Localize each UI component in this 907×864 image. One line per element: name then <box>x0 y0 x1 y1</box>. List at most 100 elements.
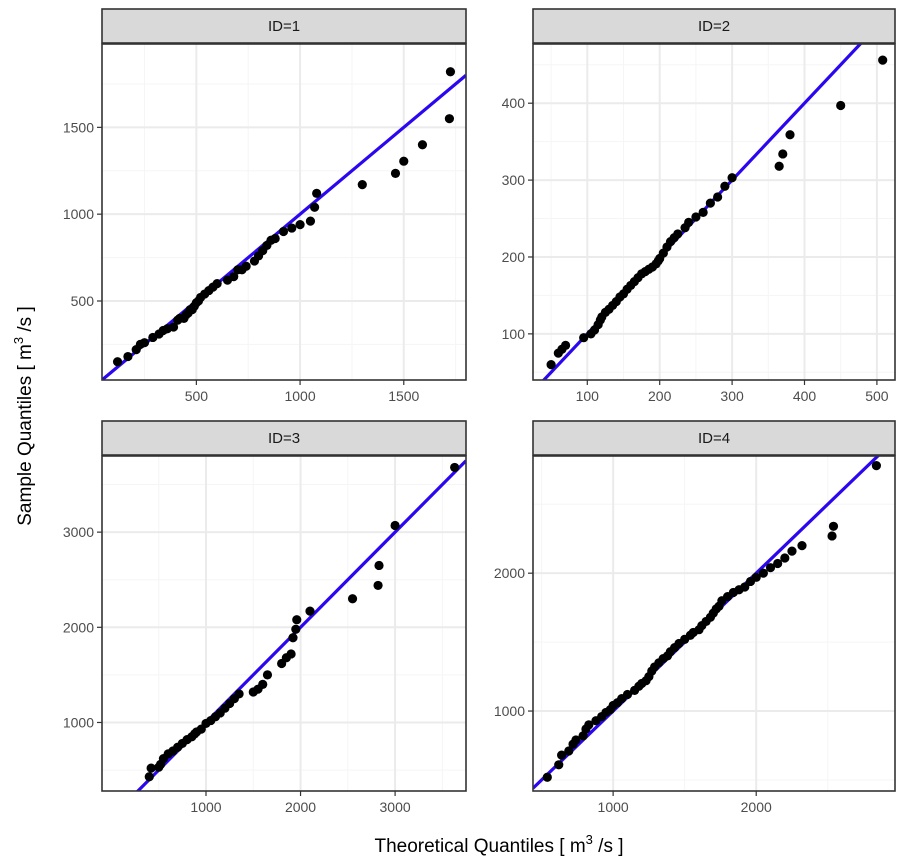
data-point <box>774 161 784 171</box>
plot-area <box>135 459 466 791</box>
x-tick-label: 1500 <box>388 388 419 404</box>
data-point <box>622 689 633 700</box>
y-tick-label: 300 <box>502 172 526 188</box>
data-point <box>305 606 315 616</box>
data-point <box>878 55 888 65</box>
facet-strip-label: ID=2 <box>698 18 730 35</box>
data-point <box>445 67 456 77</box>
y-tick-label: 2000 <box>63 619 94 635</box>
facet-strip-label: ID=4 <box>698 430 730 447</box>
data-point <box>780 553 790 563</box>
data-point <box>399 156 409 166</box>
data-point <box>262 670 273 680</box>
data-point <box>765 563 776 573</box>
data-point <box>579 333 589 343</box>
x-axis-title-superscript: 3 <box>586 832 593 847</box>
data-point <box>168 322 179 332</box>
plot-area <box>102 67 466 380</box>
facet-strip <box>101 420 467 456</box>
data-point <box>292 615 302 625</box>
y-tick-label: 500 <box>71 293 95 309</box>
data-point <box>684 217 694 227</box>
data-point <box>241 261 251 271</box>
data-point <box>787 546 797 556</box>
data-point <box>390 168 401 178</box>
data-point <box>288 633 298 643</box>
panel-border <box>101 43 467 381</box>
data-point <box>312 188 322 198</box>
y-tick-label: 1500 <box>63 119 94 135</box>
facet-strip-label: ID=1 <box>268 18 300 35</box>
facet-panel-1: ID=1 500 1000 1500 500 1000 1500 <box>63 8 467 404</box>
data-point <box>123 351 133 362</box>
x-tick-label: 1000 <box>190 799 221 815</box>
data-point <box>691 212 701 222</box>
x-tick-label: 1000 <box>284 388 315 404</box>
plot-area <box>541 44 888 380</box>
facet-panel-2: ID=2 100 200 300 400 500 100 200 300 400 <box>502 8 896 404</box>
y-tick-label: 200 <box>502 249 526 265</box>
data-point <box>374 560 384 571</box>
data-point <box>740 582 750 592</box>
data-point <box>234 689 244 699</box>
y-tick-label: 100 <box>502 326 526 342</box>
facet-panel-3: ID=3 1000 2000 3000 1000 2000 3000 <box>63 420 467 815</box>
facet-strip <box>532 8 896 44</box>
data-point <box>554 760 564 770</box>
data-point <box>546 360 556 370</box>
panel-background <box>533 456 895 791</box>
x-tick-label: 3000 <box>380 799 411 815</box>
panel-background <box>102 44 466 380</box>
data-point <box>778 149 788 159</box>
facet-strip <box>101 8 467 44</box>
data-point <box>557 750 567 760</box>
data-point <box>444 114 455 124</box>
data-point <box>564 746 574 756</box>
x-axis-title: Theoretical Quantiles [ m3 /s ] <box>374 832 623 857</box>
data-point <box>720 181 730 191</box>
x-tick-label: 1000 <box>598 799 629 815</box>
x-tick-label: 500 <box>185 388 209 404</box>
y-tick-label: 2000 <box>494 565 525 581</box>
data-point <box>212 279 222 289</box>
data-point <box>295 219 305 230</box>
data-point <box>871 461 881 471</box>
data-point <box>417 140 428 150</box>
data-point <box>827 531 837 541</box>
data-point <box>229 272 239 282</box>
data-point <box>560 340 571 351</box>
y-axis-title: Sample Quantiles [ m3 /s ] <box>11 306 36 526</box>
y-tick-label: 1000 <box>63 206 94 222</box>
panel-background <box>102 456 466 791</box>
data-point <box>373 580 383 591</box>
data-point <box>758 568 768 578</box>
data-point <box>797 541 807 551</box>
facet-strip <box>532 420 896 456</box>
data-point <box>112 357 123 367</box>
data-point <box>450 462 460 473</box>
data-point <box>270 233 280 244</box>
data-point <box>773 558 783 569</box>
facet-panel-4: ID=4 1000 2000 1000 2000 <box>494 420 896 815</box>
data-point <box>713 192 723 202</box>
y-tick-label: 1000 <box>494 703 525 719</box>
panel-background <box>533 44 895 380</box>
x-tick-label: 300 <box>720 388 744 404</box>
panel-border <box>101 455 467 792</box>
data-point <box>571 735 581 745</box>
data-point <box>673 229 683 239</box>
data-point <box>139 338 150 348</box>
data-point <box>785 130 795 140</box>
data-point <box>286 649 296 659</box>
data-point <box>146 763 156 773</box>
y-tick-label: 400 <box>502 95 526 111</box>
y-tick-label: 1000 <box>63 714 94 730</box>
y-axis-title-superscript: 3 <box>11 337 26 344</box>
panel-border <box>532 455 896 792</box>
data-point <box>390 520 400 531</box>
x-tick-label: 2000 <box>285 799 316 815</box>
data-point <box>347 594 358 604</box>
data-point <box>578 731 588 741</box>
data-point <box>584 720 594 730</box>
